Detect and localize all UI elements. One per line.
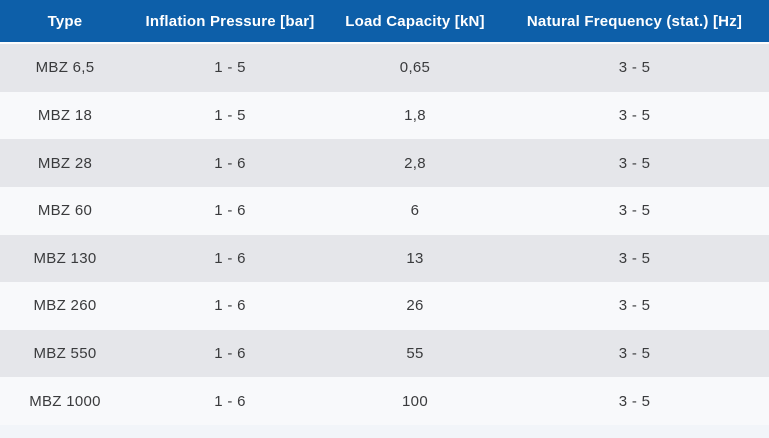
cell-type: MBZ 260 <box>33 297 97 315</box>
cell-natural-frequency: 3 - 5 <box>618 154 651 172</box>
cell-inflation-pressure: 1 - 6 <box>214 154 246 172</box>
table-body: MBZ 6,5 1 - 5 0,65 3 - 5 MBZ 18 1 - 5 1,8 3 - 5… <box>0 44 769 425</box>
cell-load-capacity: 13 <box>406 249 424 267</box>
cell-load-capacity: 55 <box>406 345 424 363</box>
cell-load-capacity: 100 <box>402 392 428 410</box>
cell-inflation-pressure: 1 - 6 <box>214 202 246 220</box>
cell-load-capacity: 2,8 <box>404 154 426 172</box>
cell-inflation-pressure: 1 - 5 <box>214 106 246 124</box>
table-row: MBZ 130 1 - 6 13 3 - 5 <box>0 234 769 283</box>
cell-natural-frequency: 3 - 5 <box>618 345 651 363</box>
cell-natural-frequency: 3 - 5 <box>618 249 651 267</box>
cell-natural-frequency: 3 - 5 <box>618 392 651 410</box>
cell-type: MBZ 130 <box>33 249 97 267</box>
cell-inflation-pressure: 1 - 6 <box>214 392 246 410</box>
column-header-type: Type <box>47 12 83 30</box>
cell-load-capacity: 0,65 <box>399 59 431 77</box>
cell-type: MBZ 1000 <box>29 392 101 410</box>
cell-inflation-pressure: 1 - 6 <box>214 249 246 267</box>
table-row: MBZ 28 1 - 6 2,8 3 - 5 <box>0 139 769 187</box>
cell-inflation-pressure: 1 - 6 <box>214 297 246 315</box>
column-header-inflation-pressure: Inflation Pressure [bar] <box>145 12 315 30</box>
table-row: MBZ 60 1 - 6 6 3 - 5 <box>0 186 769 235</box>
table-row: MBZ 18 1 - 5 1,8 3 - 5 <box>0 91 769 140</box>
cell-natural-frequency: 3 - 5 <box>618 106 651 124</box>
cell-load-capacity: 1,8 <box>404 106 426 124</box>
cell-type: MBZ 60 <box>37 202 93 220</box>
table-row: MBZ 1000 1 - 6 100 3 - 5 <box>0 377 769 425</box>
table-row: MBZ 260 1 - 6 26 3 - 5 <box>0 282 769 330</box>
table-header-row: Type Inflation Pressure [bar] Load Capacit… <box>0 0 769 44</box>
cell-natural-frequency: 3 - 5 <box>618 297 651 315</box>
table-row: MBZ 6,5 1 - 5 0,65 3 - 5 <box>0 44 769 92</box>
footer-band <box>0 425 769 438</box>
cell-inflation-pressure: 1 - 6 <box>214 345 246 363</box>
cell-load-capacity: 26 <box>406 297 424 315</box>
column-header-load-capacity: Load Capacity [kN] <box>345 12 485 30</box>
cell-natural-frequency: 3 - 5 <box>618 202 651 220</box>
cell-type: MBZ 28 <box>37 154 93 172</box>
cell-load-capacity: 6 <box>410 202 420 220</box>
column-header-natural-frequency: Natural Frequency (stat.) [Hz] <box>526 12 743 30</box>
cell-type: MBZ 6,5 <box>35 59 95 77</box>
cell-type: MBZ 550 <box>33 345 97 363</box>
table-row: MBZ 550 1 - 6 55 3 - 5 <box>0 329 769 378</box>
cell-type: MBZ 18 <box>37 106 93 124</box>
cell-inflation-pressure: 1 - 5 <box>214 59 246 77</box>
cell-natural-frequency: 3 - 5 <box>618 59 651 77</box>
